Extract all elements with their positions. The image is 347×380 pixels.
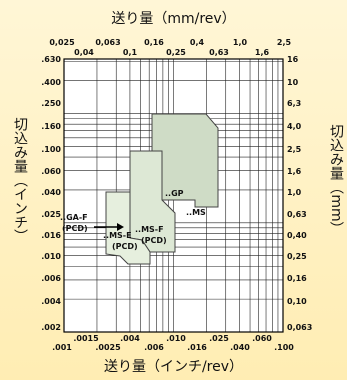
top-tick-upper: 0,025 xyxy=(49,38,75,47)
region-ms-e xyxy=(105,191,151,265)
bottom-tick-lower: .0025 xyxy=(95,343,121,352)
left-tick: .025 xyxy=(41,210,61,219)
top-tick-lower: 0,63 xyxy=(209,48,229,57)
label-ms-e: ..MS-E xyxy=(103,231,132,240)
bottom-tick-lower: .001 xyxy=(52,343,72,352)
left-tick: .016 xyxy=(41,231,61,240)
right-tick: 0,10 xyxy=(287,297,307,306)
top-tick-upper: 0,16 xyxy=(144,38,164,47)
right-tick: 0,16 xyxy=(287,274,307,283)
label-ga-f-pcd: (PCD) xyxy=(62,224,88,233)
right-tick: 0,63 xyxy=(287,210,307,219)
left-tick: .400 xyxy=(41,78,61,87)
right-tick: 16 xyxy=(287,55,299,64)
bottom-tick-lower: .100 xyxy=(274,343,294,352)
top-tick-lower: 0,25 xyxy=(166,48,186,57)
bottom-axis-title: 送り量（インチ/rev） xyxy=(103,359,244,375)
label-ms-e-pcd: (PCD) xyxy=(112,242,138,251)
right-tick: 1,0 xyxy=(287,188,302,197)
left-tick: .100 xyxy=(41,145,61,154)
right-tick: 4,0 xyxy=(287,122,302,131)
label-ga-f: ..GA-F xyxy=(60,213,88,222)
left-tick: .250 xyxy=(41,99,61,108)
left-tick: .040 xyxy=(41,188,61,197)
left-tick: .002 xyxy=(41,323,61,332)
right-tick: 10 xyxy=(287,78,299,87)
top-tick-lower: 1,6 xyxy=(255,48,270,57)
right-tick: 6,3 xyxy=(287,99,301,108)
plot-frame xyxy=(63,58,284,333)
bottom-tick-upper: .0015 xyxy=(73,334,99,343)
left-tick: .010 xyxy=(41,252,61,261)
label-ms-f: ..MS-F xyxy=(135,225,164,234)
bottom-tick-lower: .040 xyxy=(230,343,250,352)
left-tick: .060 xyxy=(41,167,61,176)
label-gp: ..GP xyxy=(165,189,184,198)
right-tick: 2,5 xyxy=(287,145,302,154)
bottom-tick-lower: .016 xyxy=(187,343,207,352)
top-tick-upper: 0,4 xyxy=(190,38,205,47)
grid xyxy=(63,59,283,333)
top-tick-upper: 2,5 xyxy=(277,38,292,47)
right-axis-title: 切込み量（mm） xyxy=(328,124,344,236)
bottom-tick-upper: .010 xyxy=(166,334,186,343)
right-tick: 1,6 xyxy=(287,167,302,176)
left-tick: .004 xyxy=(41,297,61,306)
left-tick: .160 xyxy=(41,122,61,131)
top-tick-lower: 0,1 xyxy=(123,48,138,57)
ga-f-arrowhead xyxy=(117,223,124,231)
bottom-tick-upper: .004 xyxy=(120,334,140,343)
right-tick: 0,40 xyxy=(287,231,307,240)
right-tick: 0,25 xyxy=(287,252,307,261)
top-axis-title: 送り量（mm/rev） xyxy=(111,11,236,27)
left-tick: .006 xyxy=(41,274,61,283)
bottom-tick-lower: .006 xyxy=(144,343,164,352)
top-tick-upper: 0,063 xyxy=(95,38,120,47)
top-tick-lower: 0,04 xyxy=(74,48,94,57)
top-tick-upper: 1,0 xyxy=(233,38,248,47)
bottom-tick-upper: .025 xyxy=(209,334,229,343)
right-tick: 0,063 xyxy=(287,323,312,332)
left-axis-title: 切込み量（インチ） xyxy=(12,117,28,243)
left-tick: .630 xyxy=(41,55,61,64)
label-ms-f-pcd: (PCD) xyxy=(141,236,167,245)
label-ms: ..MS xyxy=(186,208,206,217)
bottom-tick-upper: .060 xyxy=(252,334,272,343)
